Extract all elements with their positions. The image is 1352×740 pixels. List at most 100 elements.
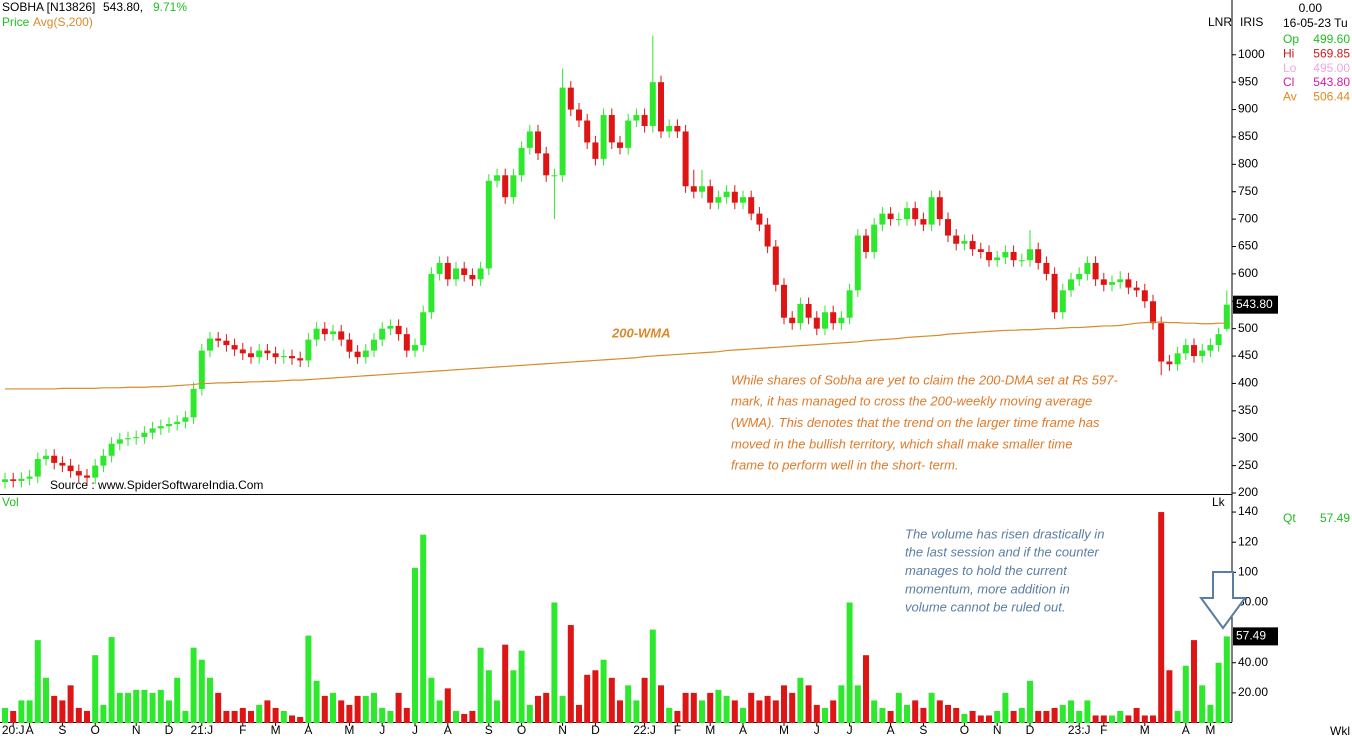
x-tick-label: S (58, 723, 66, 737)
candle-body (928, 197, 935, 225)
volume-bar (223, 710, 230, 723)
candle-body (1027, 249, 1033, 261)
candle-body (551, 175, 558, 177)
candle-body (1043, 262, 1050, 274)
x-tick-label: 22:J (633, 723, 656, 737)
volume-bar (756, 700, 763, 723)
y-tick-label: 850 (1238, 129, 1258, 143)
candle-body (805, 304, 812, 318)
y-tick-label: 800 (1238, 157, 1258, 171)
x-tick-label: J (814, 723, 820, 737)
candle-body (190, 388, 197, 418)
candle-body (256, 350, 263, 358)
x-tick-label: F (239, 723, 246, 737)
volume-bar (1100, 715, 1107, 723)
candle-body (125, 438, 131, 440)
candle-body (690, 186, 697, 192)
candle-body (428, 273, 435, 313)
x-tick-label: J (412, 723, 418, 737)
x-tick-label: A (304, 723, 312, 737)
x-tick-label: S (919, 723, 927, 737)
volume-bar (494, 700, 500, 723)
candle-body (92, 465, 99, 478)
legend-avg: Avg(S,200) (33, 15, 93, 29)
x-tick-label: S (485, 723, 493, 737)
volume-bar (731, 700, 738, 723)
volume-bar (977, 715, 984, 723)
volume-bar (567, 625, 574, 723)
candle-body (559, 87, 566, 176)
candle-body (854, 235, 861, 291)
info-value: 569.85 (1313, 46, 1350, 60)
volume-bar (600, 659, 607, 723)
candle-body (1010, 251, 1017, 261)
candle-body (830, 312, 837, 324)
volume-bar (190, 647, 197, 723)
volume-bar (215, 692, 222, 723)
change: 9.71% (153, 0, 187, 14)
note-line: volume cannot be ruled out. (905, 600, 1065, 615)
candle-body (116, 439, 123, 444)
volume-bar (1182, 665, 1189, 723)
candle-body (731, 191, 738, 203)
y-tick-label: 400 (1238, 376, 1258, 390)
volume-bar (502, 644, 509, 723)
candle-body (715, 197, 722, 203)
volume-bar (1043, 710, 1050, 723)
volume-bar (1150, 715, 1156, 723)
y-tick-label: 250 (1238, 458, 1258, 472)
info-top: 0.00 (1299, 1, 1323, 15)
candle-body (346, 339, 353, 352)
volume-bar (141, 689, 148, 723)
volume-bar (625, 685, 632, 723)
info-value: 495.00 (1313, 61, 1350, 75)
candle-body (444, 262, 451, 280)
volume-bar (207, 677, 213, 723)
volume-bar (633, 700, 640, 723)
candle-body (682, 131, 689, 187)
volume-bar (272, 707, 279, 723)
candle-body (223, 340, 230, 346)
candle-body (461, 268, 468, 275)
volume-bar (838, 685, 845, 723)
y-tick-label: 500 (1238, 321, 1258, 335)
volume-bar (1141, 715, 1148, 723)
volume-bar (830, 700, 837, 723)
volume-bar (67, 685, 74, 723)
volume-bar (166, 700, 172, 723)
period: Wkl (1330, 724, 1350, 738)
volume-bar (1158, 512, 1165, 723)
volume-bar (1109, 715, 1115, 723)
candle-body (1035, 249, 1042, 263)
x-tick-label: A (444, 723, 452, 737)
x-tick-label: O (960, 723, 969, 737)
volume-bar (395, 692, 402, 723)
candle-body (313, 328, 320, 340)
volume-bar (1207, 704, 1214, 723)
volume-bar (854, 685, 861, 723)
volume-bar (18, 700, 25, 723)
candle-body (305, 339, 312, 361)
volume-bar (403, 707, 410, 723)
candle-body (584, 120, 591, 143)
candle-body (781, 284, 787, 318)
x-tick-label: O (91, 723, 100, 737)
moving-average (5, 321, 1227, 390)
candle-body (986, 251, 992, 261)
y-tick-label: 40.00 (1238, 655, 1268, 669)
candle-body (576, 109, 582, 121)
candle-body (1109, 282, 1115, 285)
volume-bar (477, 647, 484, 723)
candle-body (297, 358, 304, 361)
candle-body (330, 331, 336, 335)
candle-body (600, 115, 607, 159)
volume-bar (43, 677, 49, 723)
candle-body (272, 353, 279, 358)
candle-body (149, 428, 156, 433)
volume-bar (617, 700, 623, 723)
info-value: 543.80 (1313, 75, 1350, 89)
volume-bar (461, 713, 468, 723)
candle-body (879, 213, 886, 225)
candle-body (133, 437, 140, 439)
candle-body (10, 479, 17, 481)
